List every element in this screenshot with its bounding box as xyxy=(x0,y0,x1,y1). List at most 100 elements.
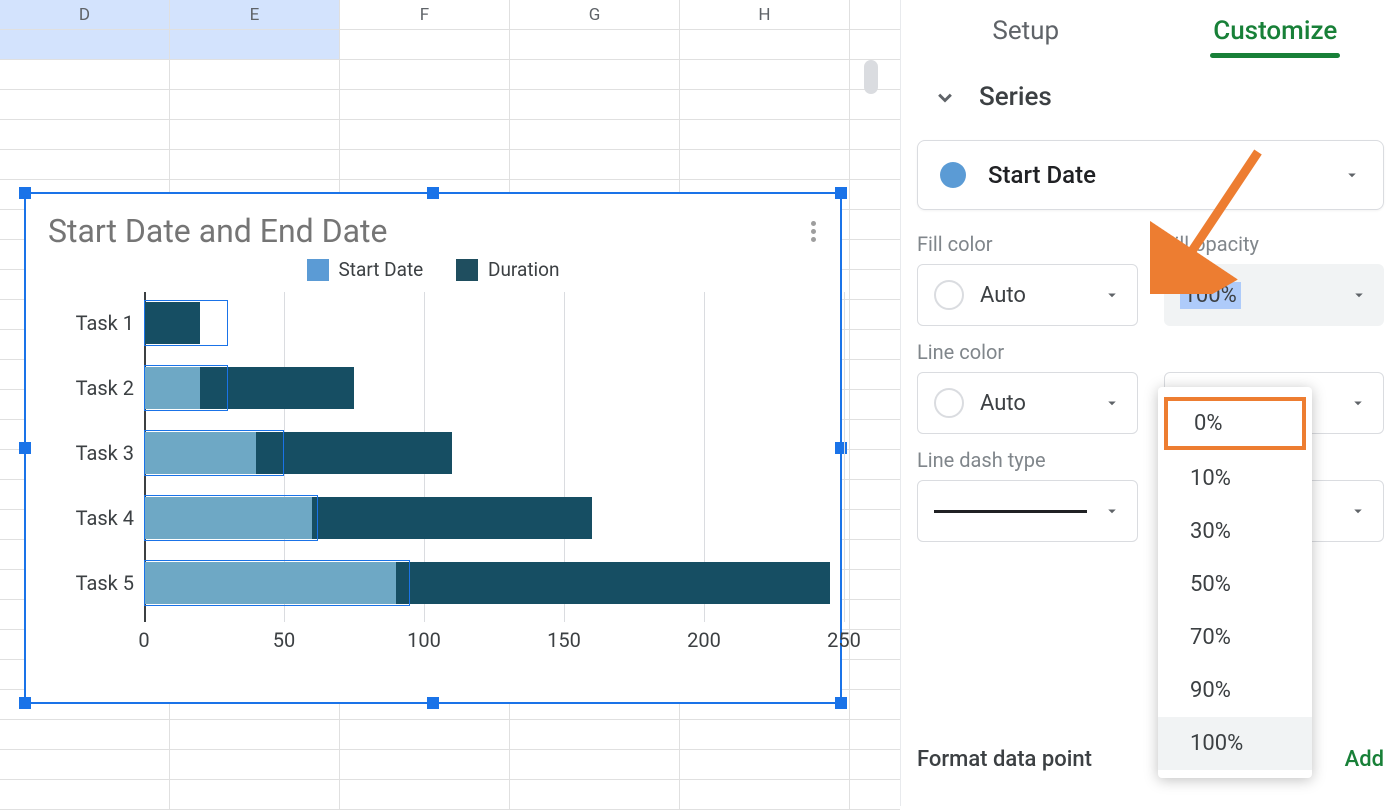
grid-cell[interactable] xyxy=(170,30,340,59)
x-tick-label: 200 xyxy=(687,628,721,652)
caret-down-icon xyxy=(1349,502,1367,520)
opacity-option[interactable]: 90% xyxy=(1158,664,1312,717)
add-button[interactable]: Add xyxy=(1345,747,1384,772)
opacity-option[interactable]: 50% xyxy=(1158,558,1312,611)
bar-segment-duration[interactable] xyxy=(256,432,452,474)
grid-cell[interactable] xyxy=(340,30,510,59)
grid-cell[interactable] xyxy=(170,780,340,809)
grid-cell[interactable] xyxy=(0,720,170,749)
x-tick-label: 100 xyxy=(407,628,441,652)
bar-segment-duration[interactable] xyxy=(312,497,592,539)
opacity-option[interactable]: 100% xyxy=(1158,717,1312,770)
grid-cell[interactable] xyxy=(510,150,680,179)
grid-cell[interactable] xyxy=(170,90,340,119)
legend-item[interactable]: Start Date xyxy=(307,258,424,281)
grid-cell[interactable] xyxy=(170,750,340,779)
chart-menu-icon[interactable] xyxy=(804,218,822,245)
category-label: Task 3 xyxy=(48,441,134,465)
scrollbar-thumb[interactable] xyxy=(864,60,878,94)
grid-cell[interactable] xyxy=(0,90,170,119)
chart-container[interactable]: Start Date and End Date Start Date Durat… xyxy=(24,192,842,704)
fill-opacity-dropdown[interactable]: 100% xyxy=(1164,264,1385,326)
category-label: Task 2 xyxy=(48,376,134,400)
opacity-option[interactable]: 30% xyxy=(1158,505,1312,558)
grid-cell[interactable] xyxy=(510,720,680,749)
grid-cell[interactable] xyxy=(0,150,170,179)
fill-opacity-label: Fill opacity xyxy=(1164,232,1385,256)
line-dash-control: Line dash type xyxy=(917,448,1138,542)
grid-cell[interactable] xyxy=(510,120,680,149)
series-selection-outline xyxy=(144,365,228,411)
grid-cell[interactable] xyxy=(0,750,170,779)
section-title: Series xyxy=(979,82,1052,112)
grid-cell[interactable] xyxy=(340,150,510,179)
grid-cell[interactable] xyxy=(680,720,850,749)
chart-plot-area: Task 1Task 2Task 3Task 4Task 5 xyxy=(144,292,818,622)
grid-cell[interactable] xyxy=(340,780,510,809)
bar-segment-duration[interactable] xyxy=(396,562,830,604)
grid-cell[interactable] xyxy=(680,60,850,89)
grid-cell[interactable] xyxy=(340,60,510,89)
grid-cell[interactable] xyxy=(170,60,340,89)
line-solid-icon xyxy=(934,510,1087,513)
fill-color-control: Fill color Auto xyxy=(917,232,1138,326)
grid-cell[interactable] xyxy=(170,150,340,179)
grid-cell[interactable] xyxy=(170,720,340,749)
grid-cell[interactable] xyxy=(340,720,510,749)
grid-cell[interactable] xyxy=(680,750,850,779)
fill-color-label: Fill color xyxy=(917,232,1138,256)
col-header-d[interactable]: D xyxy=(0,0,170,29)
grid-cell[interactable] xyxy=(680,780,850,809)
col-header-e[interactable]: E xyxy=(170,0,340,29)
fill-color-dropdown[interactable]: Auto xyxy=(917,264,1138,326)
col-header-g[interactable]: G xyxy=(510,0,680,29)
line-color-dropdown[interactable]: Auto xyxy=(917,372,1138,434)
chart-title[interactable]: Start Date and End Date xyxy=(48,212,818,250)
line-color-value: Auto xyxy=(980,391,1026,416)
chart-legend: Start Date Duration xyxy=(48,258,818,286)
grid-cell[interactable] xyxy=(510,60,680,89)
series-selector[interactable]: Start Date xyxy=(917,140,1384,210)
grid-cell[interactable] xyxy=(510,30,680,59)
legend-swatch-icon xyxy=(307,259,329,281)
tab-setup[interactable]: Setup xyxy=(901,16,1151,56)
series-name: Start Date xyxy=(988,161,1343,189)
grid-cell[interactable] xyxy=(340,90,510,119)
grid-cell[interactable] xyxy=(680,150,850,179)
grid-cell[interactable] xyxy=(0,780,170,809)
col-header-h[interactable]: H xyxy=(680,0,850,29)
grid-cell[interactable] xyxy=(0,120,170,149)
grid-cell[interactable] xyxy=(510,780,680,809)
tab-customize[interactable]: Customize xyxy=(1151,16,1400,56)
x-tick-label: 50 xyxy=(273,628,295,652)
series-color-icon xyxy=(940,162,966,188)
opacity-option[interactable]: 0% xyxy=(1164,397,1306,450)
x-tick-label: 250 xyxy=(827,628,861,652)
col-header-f[interactable]: F xyxy=(340,0,510,29)
grid-cell[interactable] xyxy=(0,60,170,89)
caret-down-icon xyxy=(1350,286,1368,304)
line-opacity-label xyxy=(1164,340,1385,364)
grid-cell[interactable] xyxy=(340,120,510,149)
fill-color-value: Auto xyxy=(980,283,1026,308)
opacity-option[interactable]: 10% xyxy=(1158,452,1312,505)
section-header-series[interactable]: Series xyxy=(901,72,1400,130)
opacity-option[interactable]: 70% xyxy=(1158,611,1312,664)
grid-cell[interactable] xyxy=(0,30,170,59)
series-selection-outline xyxy=(144,495,318,541)
line-dash-dropdown[interactable] xyxy=(917,480,1138,542)
grid-cell[interactable] xyxy=(680,90,850,119)
category-label: Task 4 xyxy=(48,506,134,530)
grid-cell[interactable] xyxy=(680,30,850,59)
caret-down-icon xyxy=(1103,394,1121,412)
series-selection-outline xyxy=(144,560,410,606)
line-color-label: Line color xyxy=(917,340,1138,364)
grid-cell[interactable] xyxy=(680,120,850,149)
grid-cell[interactable] xyxy=(510,90,680,119)
grid-cell[interactable] xyxy=(510,750,680,779)
line-dash-label: Line dash type xyxy=(917,448,1138,472)
grid-cell[interactable] xyxy=(340,750,510,779)
legend-item[interactable]: Duration xyxy=(456,258,560,281)
grid-cell[interactable] xyxy=(170,120,340,149)
legend-swatch-icon xyxy=(456,259,478,281)
